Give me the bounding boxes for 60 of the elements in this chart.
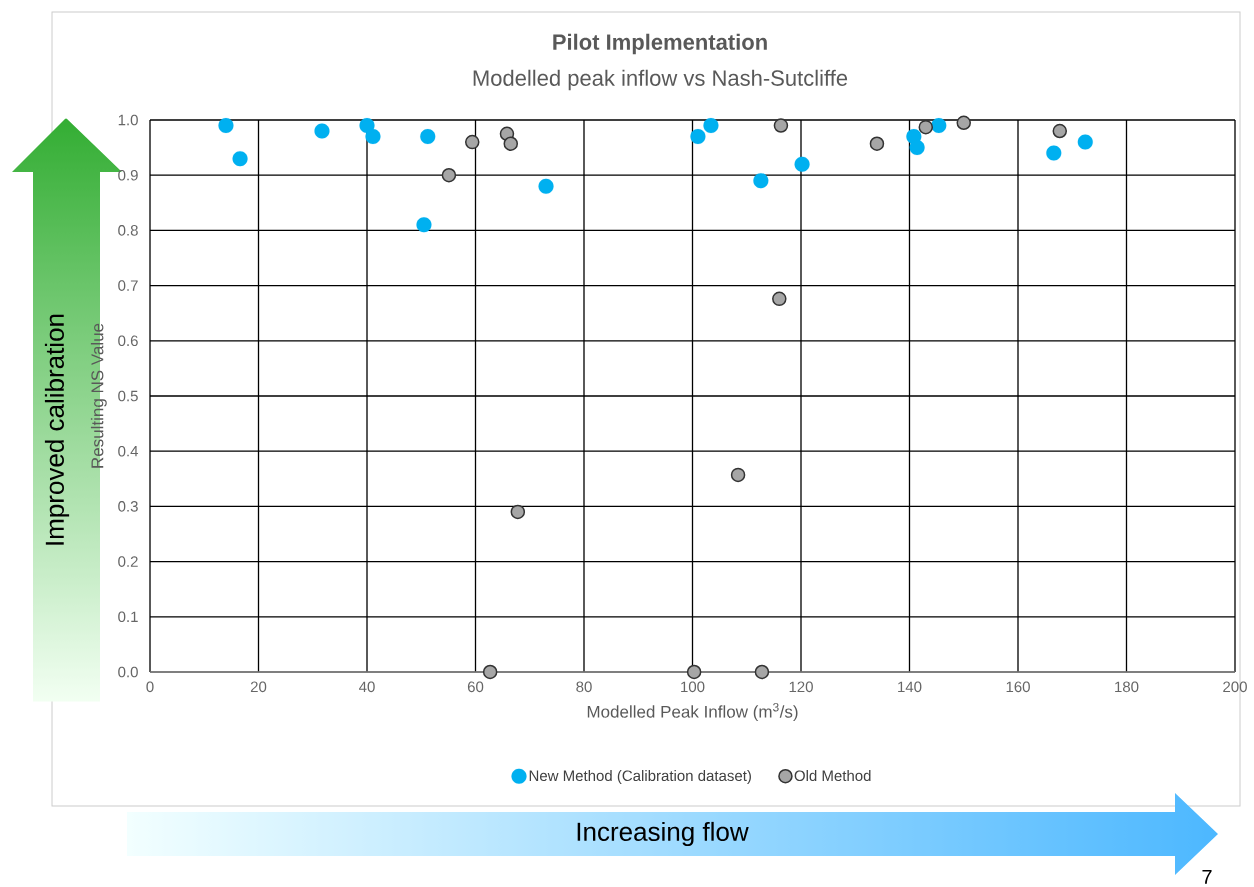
text: 7 bbox=[1202, 870, 1212, 884]
text: Increasing flow bbox=[577, 821, 749, 847]
point bbox=[420, 128, 436, 145]
point bbox=[1052, 123, 1068, 139]
x-tick-label: 100 bbox=[681, 681, 705, 693]
point bbox=[365, 128, 381, 145]
y-tick-label: 0.1 bbox=[118, 611, 138, 622]
x-tick-label: 160 bbox=[1006, 681, 1030, 693]
chart-subtitle: Modelled peak inflow vs Nash-Sutcliffe bbox=[473, 69, 848, 91]
x-tick-label: 200 bbox=[1223, 681, 1247, 693]
y-axis-title: Resulting NS Value bbox=[90, 323, 107, 468]
y-tick-label: 0.3 bbox=[118, 500, 138, 512]
point bbox=[931, 117, 947, 133]
point bbox=[1046, 145, 1062, 161]
x-tick-label: 140 bbox=[898, 681, 922, 693]
y-tick-label: 0.6 bbox=[118, 335, 138, 346]
point bbox=[909, 139, 925, 156]
point bbox=[754, 664, 770, 680]
point bbox=[686, 664, 702, 680]
point bbox=[772, 291, 787, 306]
legend-label: New Method (Calibration dataset) bbox=[529, 769, 751, 784]
point bbox=[510, 504, 526, 520]
y-tick-label: 0.9 bbox=[118, 169, 138, 181]
x-tick-label: 60 bbox=[467, 681, 484, 693]
point bbox=[753, 173, 769, 189]
point bbox=[794, 156, 810, 172]
point bbox=[232, 150, 248, 167]
y-tick-label: 0.8 bbox=[118, 224, 138, 236]
y-tick-label: 0.0 bbox=[118, 666, 138, 678]
point bbox=[503, 136, 519, 151]
point bbox=[773, 118, 789, 133]
point bbox=[314, 123, 330, 139]
point bbox=[482, 664, 498, 680]
point bbox=[956, 115, 971, 130]
y-tick-label: 0.5 bbox=[118, 390, 138, 402]
point bbox=[441, 167, 457, 183]
x-tick-label: 0 bbox=[146, 681, 154, 693]
point bbox=[918, 119, 934, 135]
y-tick-label: 0.2 bbox=[118, 556, 138, 567]
x-tick-label: 40 bbox=[359, 681, 375, 693]
point bbox=[465, 134, 480, 150]
y-tick-label: 0.7 bbox=[118, 280, 138, 291]
x-axis-title: Modelled Peak Inflow (m$^{3}$/s) bbox=[587, 702, 798, 722]
point bbox=[218, 117, 234, 133]
text: Improved calibration bbox=[44, 314, 70, 545]
point bbox=[690, 128, 706, 145]
point bbox=[730, 467, 746, 483]
point bbox=[538, 178, 554, 194]
x-tick-label: 20 bbox=[250, 681, 267, 693]
point bbox=[416, 217, 432, 233]
chart-title: Pilot Implementation bbox=[553, 33, 767, 55]
x-tick-label: 180 bbox=[1115, 681, 1139, 693]
y-tick-label: 1.0 bbox=[118, 114, 138, 126]
x-tick-label: 80 bbox=[576, 681, 592, 693]
y-tick-label: 0.4 bbox=[118, 445, 139, 457]
x-tick-label: 120 bbox=[789, 681, 813, 693]
point bbox=[703, 117, 719, 133]
point bbox=[1077, 134, 1093, 150]
legend-label: Old Method bbox=[794, 769, 871, 781]
point bbox=[869, 136, 885, 151]
